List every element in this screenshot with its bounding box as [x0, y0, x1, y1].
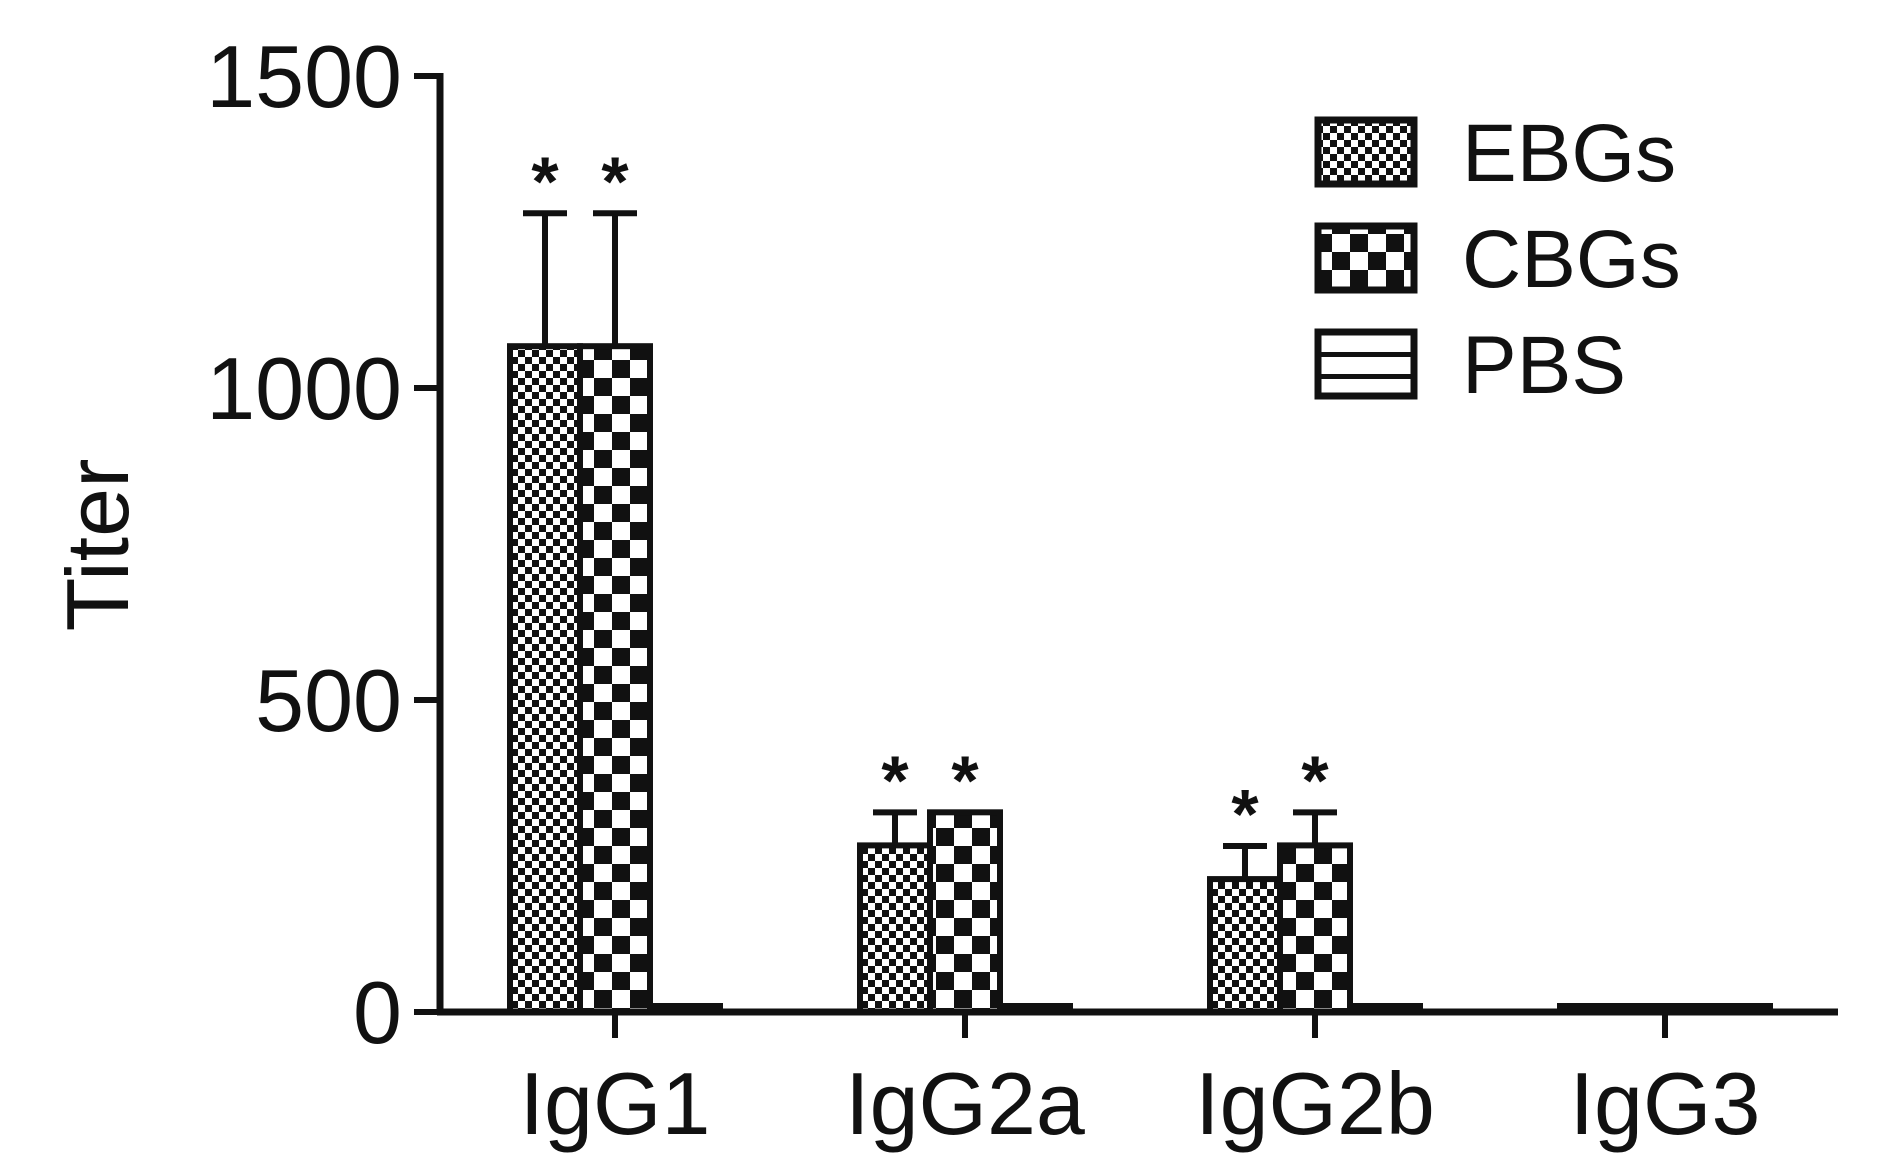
y-tick-label: 1500	[206, 27, 402, 126]
bar-cbgs-igg2b	[1277, 842, 1353, 1016]
y-tick-label: 1000	[206, 339, 402, 438]
y-tick-label: 0	[353, 963, 402, 1062]
significance-mark: *	[1301, 741, 1329, 819]
x-tick-label: IgG2b	[1195, 1054, 1435, 1153]
legend-label-pbs: PBS	[1462, 320, 1626, 411]
bar-cbgs-igg1	[577, 343, 653, 1015]
axes-layer: 0 500 1000 1500 IgG1 IgG2a IgG2b IgG3 Titer	[48, 27, 1838, 1153]
significance-mark: *	[601, 142, 629, 220]
legend-label-ebgs: EBGs	[1462, 108, 1676, 199]
legend-swatch-pbs	[1314, 328, 1418, 400]
legend-swatch-ebgs	[1314, 116, 1418, 188]
bar-ebgs-igg2b	[1207, 876, 1283, 1016]
significance-mark: *	[951, 741, 979, 819]
legend-swatch-cbgs	[1314, 222, 1418, 294]
x-tick-label: IgG3	[1570, 1054, 1761, 1153]
bar-cbgs-igg2a	[927, 809, 1003, 1015]
legend-label-cbgs: CBGs	[1462, 214, 1681, 305]
significance-mark: *	[881, 741, 909, 819]
bar-ebgs-igg1	[507, 343, 583, 1015]
y-axis-title: Titer	[48, 459, 147, 632]
significance-mark: *	[531, 142, 559, 220]
x-tick-label: IgG2a	[845, 1054, 1085, 1153]
significance-mark: *	[1231, 775, 1259, 853]
x-tick-label: IgG1	[520, 1054, 711, 1153]
bar-ebgs-igg2a	[857, 842, 933, 1016]
legend: EBGs CBGs PBS	[1314, 108, 1681, 411]
y-tick-label: 500	[255, 651, 402, 750]
